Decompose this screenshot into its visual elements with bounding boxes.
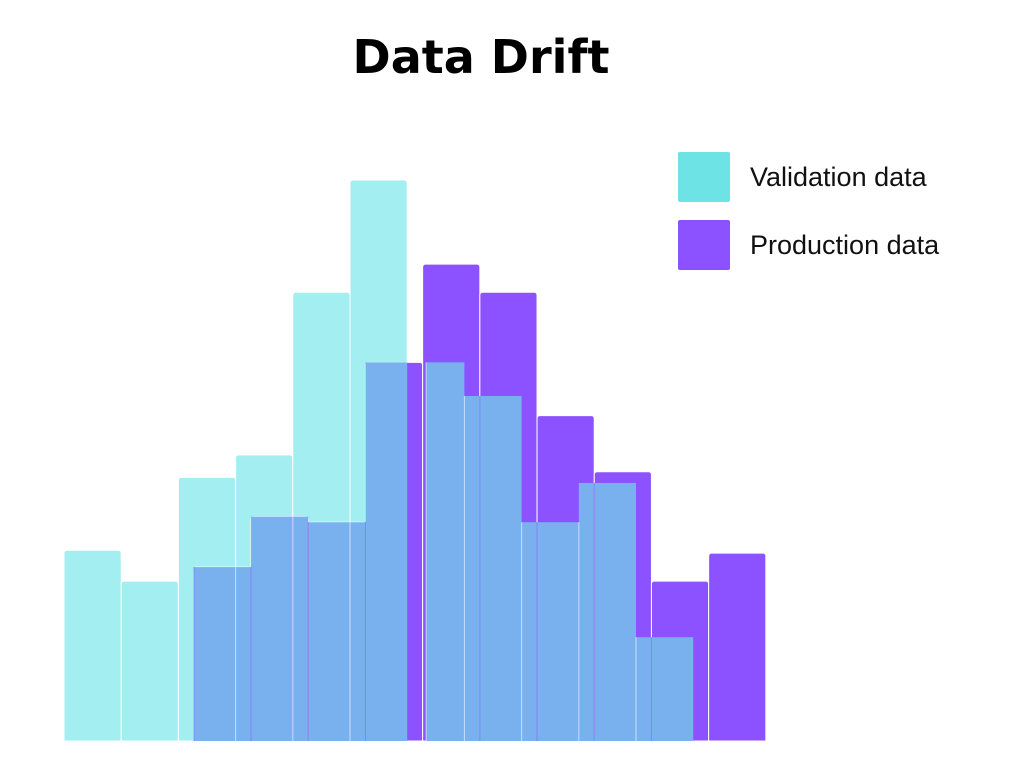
legend-label-validation: Validation data xyxy=(750,161,927,192)
legend-swatch-production xyxy=(678,220,730,270)
overlap-segment-11 xyxy=(521,522,538,741)
overlap-segment-1 xyxy=(193,567,236,741)
overlap-segment-12 xyxy=(537,522,579,741)
legend-swatch-validation xyxy=(678,152,730,202)
legend-label-production: Production data xyxy=(750,229,940,260)
overlap-segment-3 xyxy=(251,516,293,741)
overlap-segment-15 xyxy=(636,637,652,741)
legend-item-production: Production data xyxy=(678,220,939,270)
overlap-segment-13 xyxy=(578,482,595,741)
overlap-bars xyxy=(193,362,694,741)
validation-bar-1 xyxy=(63,549,122,742)
chart-title: Data Drift xyxy=(352,30,610,84)
overlap-segment-6 xyxy=(350,522,366,741)
validation-bar-2 xyxy=(120,580,179,742)
production-bar-10 xyxy=(708,552,767,742)
overlap-segment-9 xyxy=(464,395,480,741)
legend-item-validation: Validation data xyxy=(678,152,927,202)
overlap-segment-8 xyxy=(426,362,465,741)
overlap-segment-7 xyxy=(365,362,408,741)
overlap-segment-14 xyxy=(594,482,636,741)
overlap-segment-2 xyxy=(235,567,252,741)
overlap-segment-5 xyxy=(308,522,350,741)
overlap-segment-16 xyxy=(651,637,694,741)
overlap-segment-10 xyxy=(479,395,522,741)
overlap-segment-4 xyxy=(292,516,309,741)
